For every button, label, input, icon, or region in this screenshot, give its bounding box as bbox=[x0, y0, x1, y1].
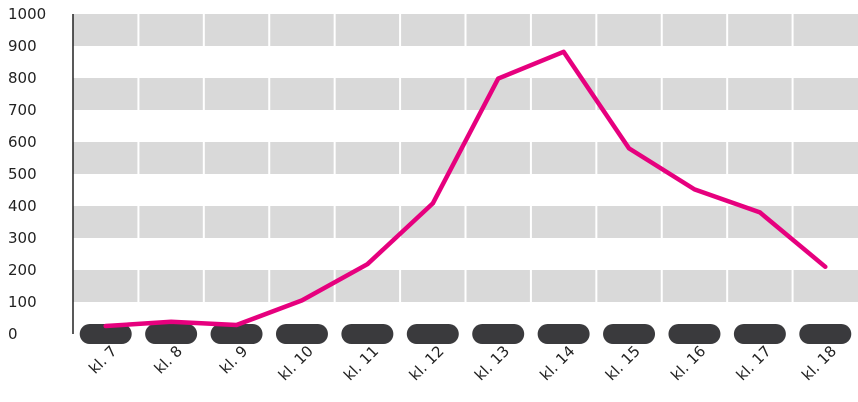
x-tick-label: kl. 12 bbox=[406, 342, 448, 384]
series-point bbox=[432, 202, 434, 204]
y-tick-label: 500 bbox=[8, 165, 37, 183]
series-point bbox=[366, 263, 368, 265]
series-point bbox=[497, 78, 499, 80]
x-tick-label: kl. 16 bbox=[667, 342, 709, 384]
x-tick-label: kl. 17 bbox=[733, 342, 775, 384]
y-tick-label: 1000 bbox=[8, 5, 46, 23]
x-tick-label: kl. 10 bbox=[275, 342, 317, 384]
series-point bbox=[301, 299, 303, 301]
x-tick-label: kl. 8 bbox=[151, 342, 186, 377]
series-point bbox=[236, 324, 238, 326]
y-tick-label: 0 bbox=[8, 325, 18, 343]
series-point bbox=[824, 266, 826, 268]
series-point bbox=[105, 325, 107, 327]
y-tick-label: 900 bbox=[8, 37, 37, 55]
series-point bbox=[759, 211, 761, 213]
x-tick-label: kl. 15 bbox=[602, 342, 644, 384]
x-tick-label: kl. 13 bbox=[471, 342, 513, 384]
x-tick-label: kl. 14 bbox=[536, 342, 578, 384]
x-tick-label: kl. 9 bbox=[216, 342, 251, 377]
x-tick-label: kl. 18 bbox=[798, 342, 840, 384]
x-tick-label: kl. 11 bbox=[340, 342, 382, 384]
y-tick-labels: 0 100 200 300 400 500 600 700 800 900 1000 bbox=[8, 5, 46, 343]
y-tick-label: 800 bbox=[8, 69, 37, 87]
y-tick-label: 600 bbox=[8, 133, 37, 151]
series-point bbox=[563, 51, 565, 53]
y-tick-label: 700 bbox=[8, 101, 37, 119]
series-point bbox=[170, 321, 172, 323]
series-point bbox=[693, 188, 695, 190]
y-tick-label: 400 bbox=[8, 197, 37, 215]
main-series bbox=[103, 49, 828, 329]
x-tick-label: kl. 7 bbox=[85, 342, 120, 377]
y-tick-label: 300 bbox=[8, 229, 37, 247]
x-tick-labels: kl. 7 kl. 8 kl. 9 kl. 10 kl. 11 kl. 12 kl. 13 k… bbox=[85, 342, 840, 384]
y-tick-label: 100 bbox=[8, 293, 37, 311]
series-line bbox=[103, 49, 828, 329]
series-point bbox=[628, 147, 630, 149]
y-tick-label: 200 bbox=[8, 261, 37, 279]
vertical-gridlines bbox=[137, 14, 794, 334]
